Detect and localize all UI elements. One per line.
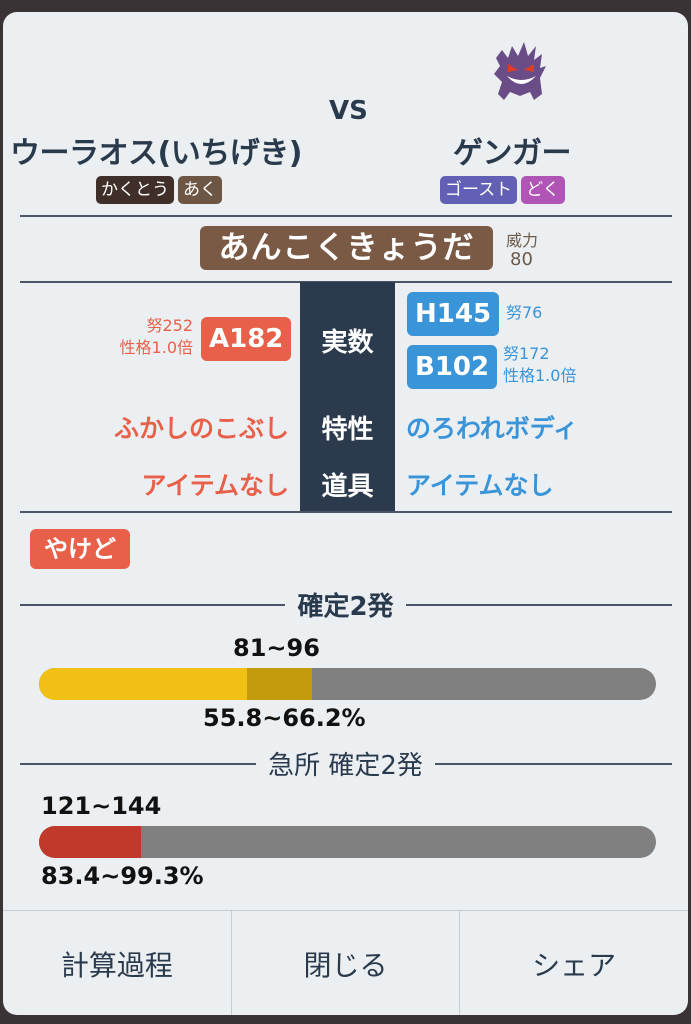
share-button[interactable]: シェア bbox=[532, 948, 617, 982]
gengar-sprite-icon bbox=[494, 42, 546, 100]
defender-ev-nature: 努172 性格1.0倍 bbox=[503, 343, 576, 387]
defender-ability[interactable]: のろわれボディ bbox=[406, 414, 579, 443]
damage-result-dialog: VS ウーラオス(いちげき) ゲンガー かくとう あく ゴースト どく あんこく… bbox=[3, 12, 688, 1015]
close-button[interactable]: 閉じる bbox=[232, 911, 461, 1015]
type-badge-poison: どく bbox=[521, 176, 565, 204]
attacker-nature: 性格1.0倍 bbox=[119, 338, 193, 357]
hp-bar-min-segment bbox=[39, 668, 247, 700]
dialog-footer: 計算過程 閉じる シェア bbox=[3, 910, 688, 1015]
center-label-column bbox=[300, 282, 395, 512]
ko-heading: 確定2発 bbox=[285, 592, 406, 622]
hp-ev: 努76 bbox=[506, 303, 543, 322]
attacker-ability[interactable]: ふかしのこぶし bbox=[113, 414, 289, 443]
divider bbox=[20, 215, 672, 217]
defense-nature: 性格1.0倍 bbox=[503, 366, 577, 385]
defender-types: ゴースト どく bbox=[440, 176, 565, 204]
hp-bar-range-segment bbox=[247, 668, 312, 700]
divider bbox=[20, 281, 672, 283]
crit-hp-bar bbox=[39, 826, 656, 858]
crit-percent-range: 83.4~99.3% bbox=[41, 862, 204, 890]
burn-status-badge[interactable]: やけど bbox=[30, 529, 130, 569]
percent-range: 55.8~66.2% bbox=[203, 704, 366, 732]
defender-name[interactable]: ゲンガー bbox=[453, 136, 572, 171]
attacker-name[interactable]: ウーラオス(いちげき) bbox=[10, 136, 302, 171]
crit-hp-bar-segment bbox=[39, 826, 141, 858]
stats-label: 実数 bbox=[321, 328, 374, 358]
crit-ko-heading: 急所 確定2発 bbox=[256, 751, 435, 781]
vs-label: VS bbox=[329, 96, 368, 126]
hp-stat-badge[interactable]: H145 bbox=[407, 292, 500, 336]
attacker-item[interactable]: アイテムなし bbox=[141, 471, 289, 500]
item-label: 道具 bbox=[321, 472, 374, 502]
ability-label: 特性 bbox=[321, 415, 374, 445]
power-value: 80 bbox=[510, 249, 533, 270]
attacker-types: かくとう あく bbox=[96, 176, 222, 204]
hp-bar bbox=[39, 668, 656, 700]
defender-item[interactable]: アイテムなし bbox=[406, 471, 554, 500]
power-label: 威力 bbox=[506, 231, 539, 250]
defense-ev: 努172 bbox=[503, 344, 550, 363]
divider bbox=[20, 511, 672, 513]
damage-range: 81~96 bbox=[233, 634, 320, 662]
type-badge-ghost: ゴースト bbox=[440, 176, 518, 204]
attacker-ev-nature: 努252 性格1.0倍 bbox=[103, 315, 193, 359]
type-badge-fighting: かくとう bbox=[96, 176, 174, 204]
move-badge[interactable]: あんこくきょうだ bbox=[200, 226, 493, 270]
attacker-ev: 努252 bbox=[146, 316, 193, 335]
crit-damage-range: 121~144 bbox=[41, 792, 162, 820]
calculation-process-button[interactable]: 計算過程 bbox=[3, 911, 232, 1015]
type-badge-dark: あく bbox=[178, 176, 222, 204]
attack-stat-badge[interactable]: A182 bbox=[201, 317, 292, 361]
defense-stat-badge[interactable]: B102 bbox=[407, 345, 498, 389]
